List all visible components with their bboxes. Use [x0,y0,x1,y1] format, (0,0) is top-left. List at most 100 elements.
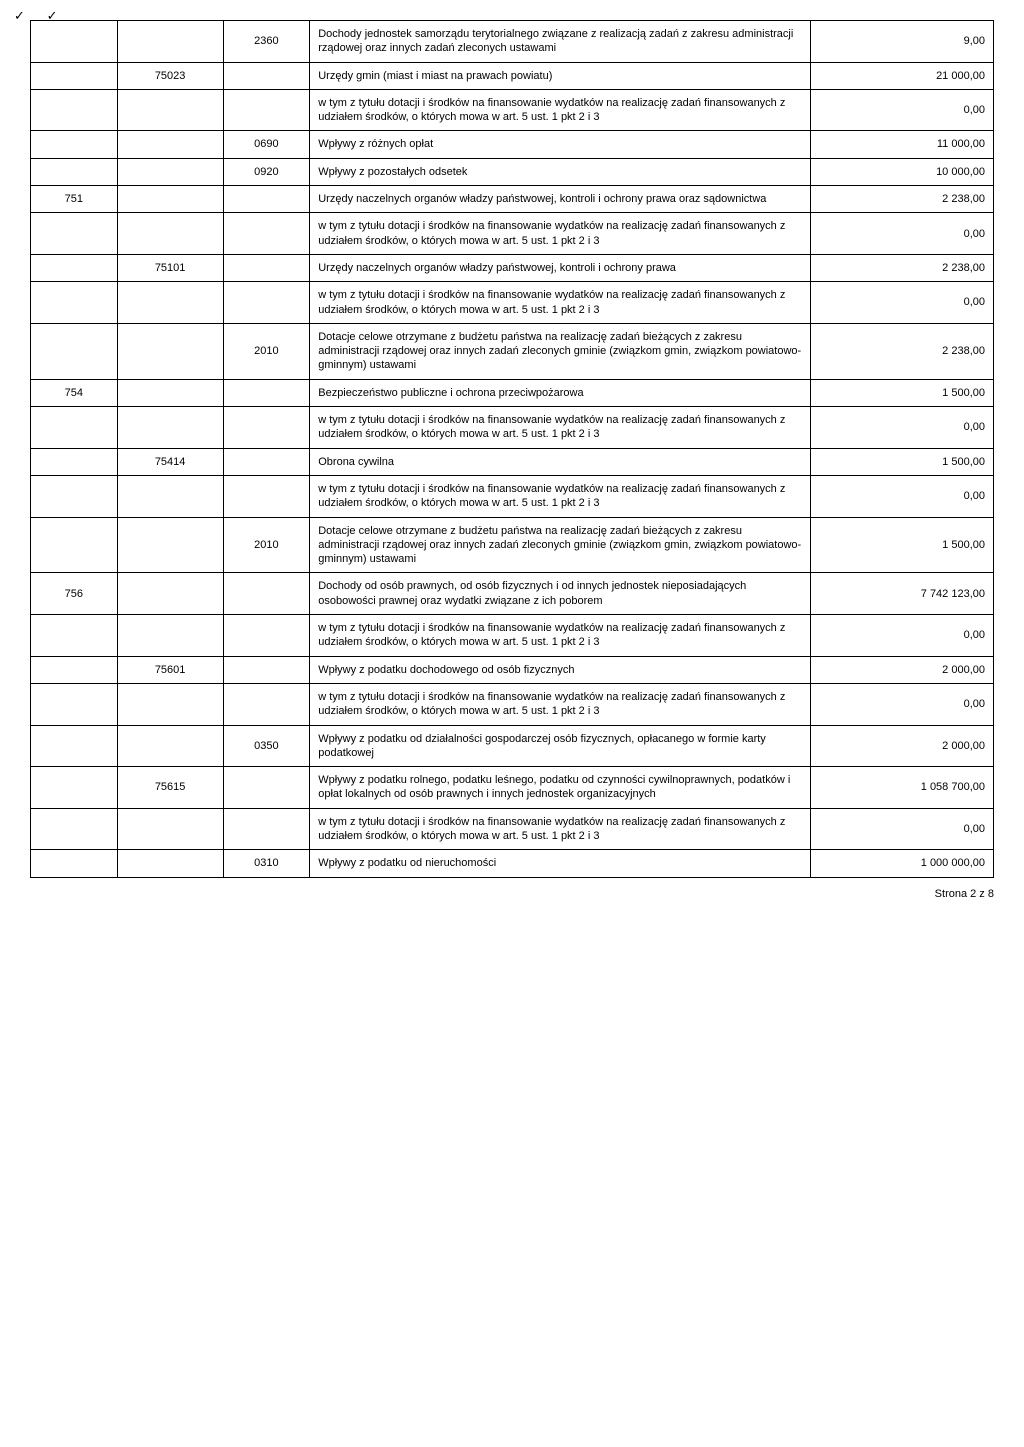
cell-a [31,62,118,89]
cell-d: w tym z tytułu dotacji i środków na fina… [310,407,811,449]
cell-e: 2 238,00 [811,254,994,281]
cell-d: Urzędy gmin (miast i miast na prawach po… [310,62,811,89]
cell-c [223,213,310,255]
cell-a [31,89,118,131]
cell-d: w tym z tytułu dotacji i środków na fina… [310,282,811,324]
cell-c: 0350 [223,725,310,767]
cell-d: w tym z tytułu dotacji i środków na fina… [310,89,811,131]
cell-a [31,21,118,63]
cell-a [31,254,118,281]
cell-d: w tym z tytułu dotacji i środków na fina… [310,213,811,255]
cell-b [117,573,223,615]
cell-e: 1 000 000,00 [811,850,994,877]
cell-b: 75023 [117,62,223,89]
cell-d: w tym z tytułu dotacji i środków na fina… [310,615,811,657]
cell-c [223,448,310,475]
cell-c: 2010 [223,517,310,573]
cell-a [31,282,118,324]
cell-a [31,131,118,158]
cell-a [31,448,118,475]
cell-b: 75414 [117,448,223,475]
cell-d: Wpływy z podatku od działalności gospoda… [310,725,811,767]
cell-e: 2 000,00 [811,656,994,683]
cell-a [31,850,118,877]
cell-a [31,158,118,185]
cell-a [31,683,118,725]
cell-c [223,615,310,657]
table-row: 756 Dochody od osób prawnych, od osób fiz… [31,573,994,615]
table-row: 2360Dochody jednostek samorządu terytori… [31,21,994,63]
cell-e: 0,00 [811,808,994,850]
cell-b [117,213,223,255]
cell-b [117,131,223,158]
cell-b [117,725,223,767]
cell-d: Dochody jednostek samorządu terytorialne… [310,21,811,63]
cell-e: 1 500,00 [811,379,994,406]
table-row: w tym z tytułu dotacji i środków na fina… [31,282,994,324]
cell-d: Wpływy z pozostałych odsetek [310,158,811,185]
table-row: w tym z tytułu dotacji i środków na fina… [31,683,994,725]
cell-e: 9,00 [811,21,994,63]
cell-d: Wpływy z różnych opłat [310,131,811,158]
table-row: w tym z tytułu dotacji i środków na fina… [31,615,994,657]
cell-b [117,158,223,185]
cell-a [31,808,118,850]
cell-d: Wpływy z podatku rolnego, podatku leśneg… [310,767,811,809]
cell-c [223,379,310,406]
cell-c: 2010 [223,323,310,379]
table-row: w tym z tytułu dotacji i środków na fina… [31,213,994,255]
cell-a [31,475,118,517]
cell-c [223,89,310,131]
table-row: w tym z tytułu dotacji i środków na fina… [31,475,994,517]
cell-e: 21 000,00 [811,62,994,89]
table-row: w tym z tytułu dotacji i środków na fina… [31,407,994,449]
cell-b: 75615 [117,767,223,809]
cell-d: Urzędy naczelnych organów władzy państwo… [310,254,811,281]
table-row: 2010Dotacje celowe otrzymane z budżetu p… [31,323,994,379]
cell-a: 756 [31,573,118,615]
cell-d: Obrona cywilna [310,448,811,475]
table-row: w tym z tytułu dotacji i środków na fina… [31,89,994,131]
table-row: 75023 Urzędy gmin (miast i miast na prawa… [31,62,994,89]
cell-d: Urzędy naczelnych organów władzy państwo… [310,186,811,213]
cell-e: 0,00 [811,213,994,255]
cell-d: Wpływy z podatku dochodowego od osób fiz… [310,656,811,683]
cell-c [223,767,310,809]
cell-c [223,683,310,725]
cell-b [117,615,223,657]
table-row: 0350Wpływy z podatku od działalności gos… [31,725,994,767]
cell-c [223,808,310,850]
table-row: 0920Wpływy z pozostałych odsetek10 000,0… [31,158,994,185]
cell-c [223,475,310,517]
cell-a [31,615,118,657]
cell-e: 2 000,00 [811,725,994,767]
cell-d: Dochody od osób prawnych, od osób fizycz… [310,573,811,615]
page-footer: Strona 2 z 8 [30,878,994,900]
cell-e: 0,00 [811,282,994,324]
cell-b [117,282,223,324]
cell-a [31,407,118,449]
cell-d: Bezpieczeństwo publiczne i ochrona przec… [310,379,811,406]
cell-e: 0,00 [811,475,994,517]
cell-c [223,656,310,683]
cell-b [117,379,223,406]
cell-d: w tym z tytułu dotacji i środków na fina… [310,808,811,850]
cell-c [223,282,310,324]
cell-b [117,89,223,131]
table-row: 2010Dotacje celowe otrzymane z budżetu p… [31,517,994,573]
table-row: w tym z tytułu dotacji i środków na fina… [31,808,994,850]
cell-b [117,21,223,63]
cell-b: 75101 [117,254,223,281]
cell-d: w tym z tytułu dotacji i środków na fina… [310,683,811,725]
table-row: 754 Bezpieczeństwo publiczne i ochrona pr… [31,379,994,406]
cell-b [117,186,223,213]
cell-a: 754 [31,379,118,406]
table-row: 75615 Wpływy z podatku rolnego, podatku l… [31,767,994,809]
cell-d: Wpływy z podatku od nieruchomości [310,850,811,877]
table-row: 75101 Urzędy naczelnych organów władzy pa… [31,254,994,281]
cell-c: 0920 [223,158,310,185]
cell-e: 1 058 700,00 [811,767,994,809]
cell-b [117,517,223,573]
cell-b [117,683,223,725]
cell-c [223,186,310,213]
